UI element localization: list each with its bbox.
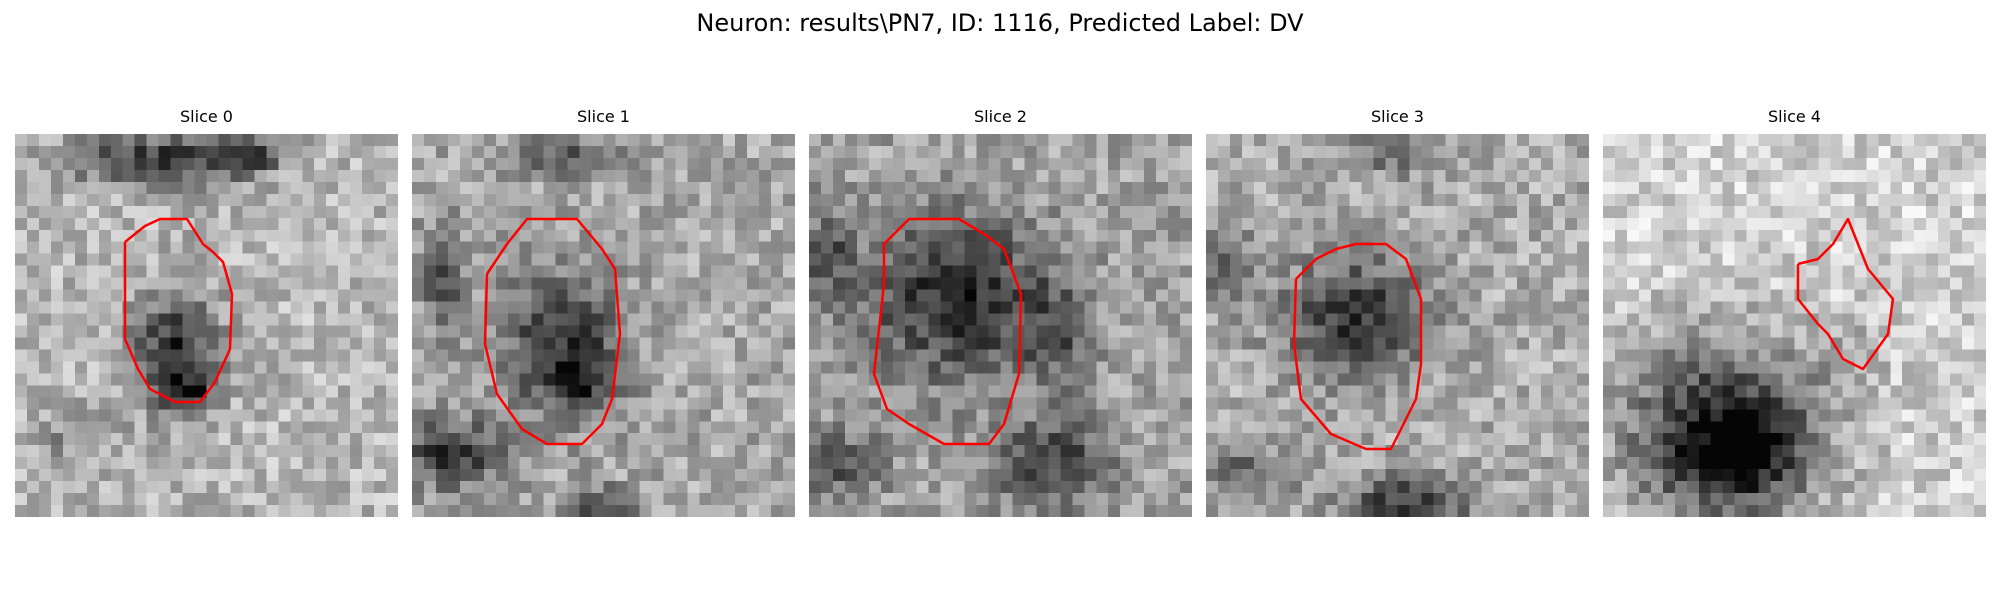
roi-outline bbox=[872, 217, 1023, 446]
slice-image bbox=[15, 134, 398, 517]
slice-panel-4: Slice 4 bbox=[1603, 107, 1986, 517]
slice-title: Slice 0 bbox=[180, 107, 233, 126]
slice-title: Slice 1 bbox=[577, 107, 630, 126]
slice-panel-2: Slice 2 bbox=[809, 107, 1192, 517]
slice-image bbox=[1603, 134, 1986, 517]
slice-title: Slice 4 bbox=[1768, 107, 1821, 126]
figure-title: Neuron: results\PN7, ID: 1116, Predicted… bbox=[696, 9, 1304, 37]
slice-image bbox=[809, 134, 1192, 517]
roi-outline bbox=[1292, 242, 1423, 451]
slice-title: Slice 3 bbox=[1371, 107, 1424, 126]
slice-title: Slice 2 bbox=[974, 107, 1027, 126]
slice-panel-0: Slice 0 bbox=[15, 107, 398, 517]
roi-outline bbox=[483, 217, 622, 446]
roi-outline bbox=[1796, 217, 1895, 371]
slice-panel-1: Slice 1 bbox=[412, 107, 795, 517]
roi-outline bbox=[123, 217, 234, 404]
slice-panel-3: Slice 3 bbox=[1206, 107, 1589, 517]
slice-image bbox=[1206, 134, 1589, 517]
slice-image bbox=[412, 134, 795, 517]
